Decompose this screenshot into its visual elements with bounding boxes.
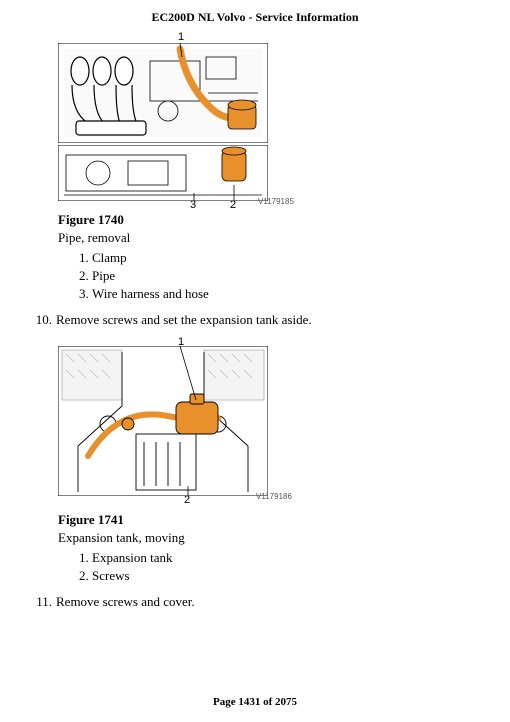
callout-1: 1 <box>178 31 184 43</box>
page-content: 1 <box>0 31 510 610</box>
figure-1741-ref: V1179186 <box>256 492 292 501</box>
list-item: Expansion tank <box>92 550 480 566</box>
callout-2b: 2 <box>184 494 190 506</box>
figure-1740-title: Figure 1740 <box>58 212 480 228</box>
callout-3: 3 <box>190 199 196 211</box>
list-item: Wire harness and hose <box>92 286 480 302</box>
header-title: EC200D NL Volvo - Service Information <box>152 10 359 24</box>
figure-1741-subtitle: Expansion tank, moving <box>58 530 480 546</box>
figure-1740-list: Clamp Pipe Wire harness and hose <box>92 250 480 302</box>
step-11: 11. Remove screws and cover. <box>30 594 480 610</box>
step-number: 11. <box>30 594 52 610</box>
figure-1740-ref: V1179185 <box>258 197 294 206</box>
step-text: Remove screws and cover. <box>56 594 195 610</box>
list-item: Pipe <box>92 268 480 284</box>
list-item: Screws <box>92 568 480 584</box>
step-10: 10. Remove screws and set the expansion … <box>30 312 480 328</box>
figure-1740-block: 1 <box>58 31 480 302</box>
figure-1741-illustration: 1 <box>58 336 288 506</box>
page-header: EC200D NL Volvo - Service Information <box>0 0 510 31</box>
expansion-tank-view-icon <box>58 346 268 496</box>
page-footer: Page 1431 of 2075 <box>0 696 510 708</box>
list-item: Clamp <box>92 250 480 266</box>
figure-1741-block: 1 <box>58 336 480 584</box>
figure-1740-subtitle: Pipe, removal <box>58 230 480 246</box>
engine-top-view-icon <box>58 43 268 143</box>
step-number: 10. <box>30 312 52 328</box>
engine-side-view-icon <box>58 145 268 201</box>
figure-1740-illustration: 1 <box>58 31 288 206</box>
step-text: Remove screws and set the expansion tank… <box>56 312 312 328</box>
callout-2: 2 <box>230 199 236 211</box>
figure-1741-list: Expansion tank Screws <box>92 550 480 584</box>
figure-1741-title: Figure 1741 <box>58 512 480 528</box>
page-number: Page 1431 of 2075 <box>213 696 297 708</box>
